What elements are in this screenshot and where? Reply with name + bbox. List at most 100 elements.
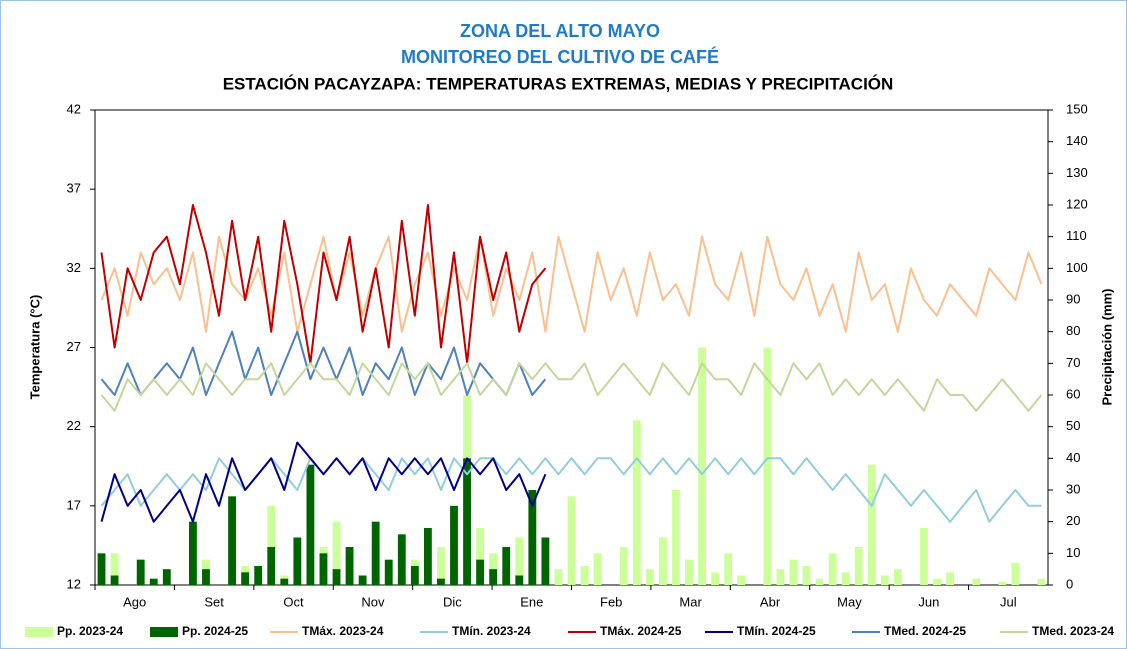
y2-tick-label: 150 <box>1066 101 1088 116</box>
x-tick-label: Ene <box>520 594 543 609</box>
line <box>100 441 547 523</box>
line <box>100 362 1043 412</box>
bar <box>332 569 341 585</box>
bar <box>815 578 824 585</box>
bar <box>972 578 981 585</box>
bar <box>228 496 236 585</box>
y-tick-label: 42 <box>67 101 81 116</box>
y2-tick-label: 90 <box>1066 291 1080 306</box>
bar <box>867 464 876 585</box>
bar <box>267 547 276 585</box>
y-tick-label: 37 <box>67 181 81 196</box>
y2-tick-label: 130 <box>1066 165 1088 180</box>
bar <box>241 572 250 585</box>
x-tick-label: Ago <box>123 594 146 609</box>
x-tick-label: Feb <box>600 594 622 609</box>
x-tick-label: Jul <box>1000 594 1017 609</box>
bar <box>97 553 106 585</box>
bar <box>776 569 785 585</box>
y2-tick-label: 30 <box>1066 481 1080 496</box>
bar <box>437 578 445 585</box>
y-tick-label: 22 <box>67 418 81 433</box>
bar <box>828 553 837 585</box>
bar <box>502 547 511 585</box>
legend-label: TMín. 2024-25 <box>737 624 816 638</box>
bar <box>854 547 863 585</box>
y2-tick-label: 60 <box>1066 386 1080 401</box>
x-tick-label: Abr <box>760 594 781 609</box>
y2-axis-label: Precipitación (mm) <box>1099 288 1114 405</box>
legend-label: Pp. 2023-24 <box>57 624 123 638</box>
legend-label: TMed. 2023-24 <box>1032 624 1114 638</box>
bar <box>489 569 498 585</box>
legend-label: TMín. 2023-24 <box>452 624 531 638</box>
bar <box>841 572 850 585</box>
bar <box>332 521 341 585</box>
y-tick-label: 27 <box>67 339 81 354</box>
chart-subtitle: MONITOREO DEL CULTIVO DE CAFÉ <box>401 46 719 67</box>
x-tick-label: Set <box>204 594 224 609</box>
bar <box>515 575 524 585</box>
bar <box>580 566 589 585</box>
bar <box>319 553 328 585</box>
legend-label: TMed. 2024-25 <box>884 624 966 638</box>
bar <box>450 505 458 585</box>
bar <box>593 553 602 585</box>
bar <box>554 569 563 585</box>
bar <box>371 521 380 585</box>
line <box>100 330 547 396</box>
line <box>100 204 547 365</box>
bar <box>254 566 263 585</box>
bar <box>476 528 485 585</box>
bar <box>658 537 667 585</box>
y2-tick-label: 110 <box>1066 228 1087 243</box>
bar <box>645 569 654 585</box>
bar <box>410 566 419 585</box>
bar <box>789 559 798 585</box>
bar <box>397 534 406 585</box>
y2-tick-label: 40 <box>1066 450 1080 465</box>
y2-tick-label: 120 <box>1066 196 1088 211</box>
y2-tick-label: 20 <box>1066 513 1080 528</box>
bar <box>110 575 119 585</box>
bar <box>267 505 276 585</box>
x-tick-label: Nov <box>361 594 385 609</box>
y2-tick-label: 100 <box>1066 260 1088 275</box>
x-tick-label: May <box>837 594 862 609</box>
bar <box>998 581 1007 585</box>
bar <box>711 572 720 585</box>
y-axis-label: Temperatura (°C) <box>27 295 42 400</box>
bar <box>1037 578 1046 585</box>
y2-tick-label: 70 <box>1066 355 1080 370</box>
bar <box>724 553 733 585</box>
bar <box>920 528 928 585</box>
bar <box>685 559 693 585</box>
y2-tick-label: 0 <box>1066 576 1073 591</box>
bar <box>528 490 537 585</box>
bar <box>437 547 445 585</box>
legend-label: TMáx. 2024-25 <box>600 624 682 638</box>
bar <box>306 464 315 585</box>
y2-tick-label: 50 <box>1066 418 1080 433</box>
bar <box>162 569 171 585</box>
y-tick-label: 32 <box>67 260 81 275</box>
bar <box>541 537 550 585</box>
y2-tick-label: 10 <box>1066 545 1080 560</box>
y-tick-label: 12 <box>67 576 81 591</box>
bar <box>515 537 524 585</box>
bar <box>1011 562 1020 585</box>
chart-subtitle: ESTACIÓN PACAYZAPA: TEMPERATURAS EXTREMA… <box>223 74 894 93</box>
line <box>100 235 1043 333</box>
bar <box>280 578 289 585</box>
bar <box>763 347 772 585</box>
bar <box>737 575 746 585</box>
bar <box>893 569 902 585</box>
bar <box>110 553 119 585</box>
bar <box>880 575 889 585</box>
bar <box>423 528 432 585</box>
bar <box>933 578 941 585</box>
bar <box>698 347 706 585</box>
bar <box>567 496 576 585</box>
